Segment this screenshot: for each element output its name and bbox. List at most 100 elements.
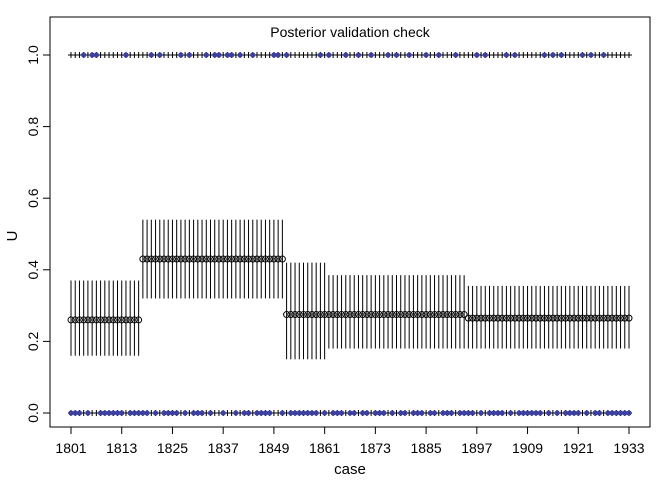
- mean-point: [545, 314, 553, 322]
- mean-point: [346, 311, 354, 319]
- observed-point-u1: [216, 52, 222, 58]
- mean-point: [135, 316, 143, 324]
- observed-point-u1: [393, 52, 400, 58]
- mean-point: [486, 314, 493, 322]
- mean-point: [185, 255, 193, 263]
- mean-point: [591, 314, 599, 322]
- observed-point-u0: [195, 410, 201, 416]
- mean-point: [447, 311, 455, 319]
- mean-point: [608, 314, 616, 322]
- observed-point-u0: [389, 410, 395, 416]
- mean-point: [139, 255, 147, 263]
- mean-point: [325, 311, 333, 319]
- observed-point-u1: [212, 52, 218, 58]
- mean-point: [494, 314, 502, 322]
- observed-point-u0: [190, 410, 197, 416]
- mean-point: [75, 316, 83, 324]
- observed-point-u1: [271, 52, 277, 58]
- mean-point: [333, 311, 341, 319]
- chart-title: Posterior validation check: [270, 24, 431, 40]
- observed-point-u0: [169, 410, 176, 416]
- plus-marker: [626, 52, 632, 58]
- mean-point: [80, 316, 88, 324]
- x-tick-label: 1813: [106, 440, 137, 456]
- observed-point-u0: [376, 410, 383, 416]
- observed-point-u1: [186, 52, 192, 58]
- observed-point-u0: [372, 410, 378, 416]
- mean-point: [376, 311, 384, 319]
- mean-point: [469, 314, 477, 322]
- observed-point-u0: [457, 410, 463, 416]
- mean-point: [215, 255, 223, 263]
- observed-point-u0: [245, 410, 252, 416]
- mean-point: [443, 311, 451, 319]
- observed-point-u1: [482, 52, 488, 58]
- observed-point-u0: [622, 410, 628, 416]
- mean-point: [405, 311, 413, 319]
- y-axis-label: U: [4, 231, 21, 242]
- observed-point-u0: [131, 410, 138, 416]
- observed-point-u0: [254, 410, 260, 416]
- observed-point-u0: [364, 410, 370, 416]
- mean-point: [528, 314, 536, 322]
- mean-point: [574, 314, 582, 322]
- observed-point-u1: [503, 52, 510, 58]
- observed-point-u0: [334, 410, 340, 416]
- mean-point: [84, 316, 92, 324]
- observed-point-u0: [537, 410, 543, 416]
- mean-point: [393, 311, 400, 319]
- mean-point: [587, 314, 595, 322]
- observed-point-u0: [626, 410, 632, 416]
- y-tick-label: 0.4: [25, 260, 41, 280]
- mean-point: [190, 255, 198, 263]
- mean-point: [97, 316, 105, 324]
- observed-point-u0: [469, 410, 476, 416]
- observed-point-u0: [584, 410, 590, 416]
- x-axis-label: case: [334, 461, 366, 478]
- observed-point-u0: [596, 410, 603, 416]
- mean-point: [274, 255, 282, 263]
- observed-point-u0: [68, 410, 74, 416]
- observed-point-u1: [406, 52, 412, 58]
- mean-point: [612, 314, 620, 322]
- mean-point: [566, 314, 574, 322]
- x-tick-label: 1825: [157, 440, 188, 456]
- mean-point: [409, 311, 417, 319]
- observed-point-u0: [300, 410, 307, 416]
- mean-point: [147, 255, 155, 263]
- mean-point: [367, 311, 375, 319]
- mean-point: [371, 311, 379, 319]
- x-tick-label: 1837: [208, 440, 239, 456]
- observed-point-u0: [516, 410, 522, 416]
- mean-point: [228, 255, 236, 263]
- observed-point-u0: [461, 410, 467, 416]
- observed-point-u0: [76, 410, 83, 416]
- mean-point: [67, 316, 75, 324]
- x-tick-label: 1933: [613, 440, 644, 456]
- observed-point-u0: [351, 410, 357, 416]
- observed-point-u1: [453, 52, 459, 58]
- mean-point: [532, 314, 540, 322]
- observed-point-u1: [317, 52, 324, 58]
- observed-point-u0: [546, 410, 552, 416]
- mean-point: [456, 311, 464, 319]
- observed-point-u0: [220, 410, 226, 416]
- mean-point: [173, 255, 181, 263]
- observed-point-u1: [355, 52, 362, 58]
- mean-point: [435, 311, 443, 319]
- observed-point-u1: [224, 52, 231, 58]
- mean-point: [473, 314, 481, 322]
- observed-point-u0: [174, 410, 180, 416]
- observed-point-u1: [89, 52, 95, 58]
- mean-point: [261, 255, 269, 263]
- mean-point: [308, 311, 316, 319]
- mean-point: [257, 255, 265, 263]
- observed-point-u0: [398, 410, 404, 416]
- observed-point-u0: [136, 410, 142, 416]
- x-tick-label: 1921: [563, 440, 594, 456]
- observed-point-u0: [427, 410, 433, 416]
- mean-point: [202, 255, 210, 263]
- observed-point-u1: [237, 52, 243, 58]
- observed-point-u1: [203, 52, 209, 58]
